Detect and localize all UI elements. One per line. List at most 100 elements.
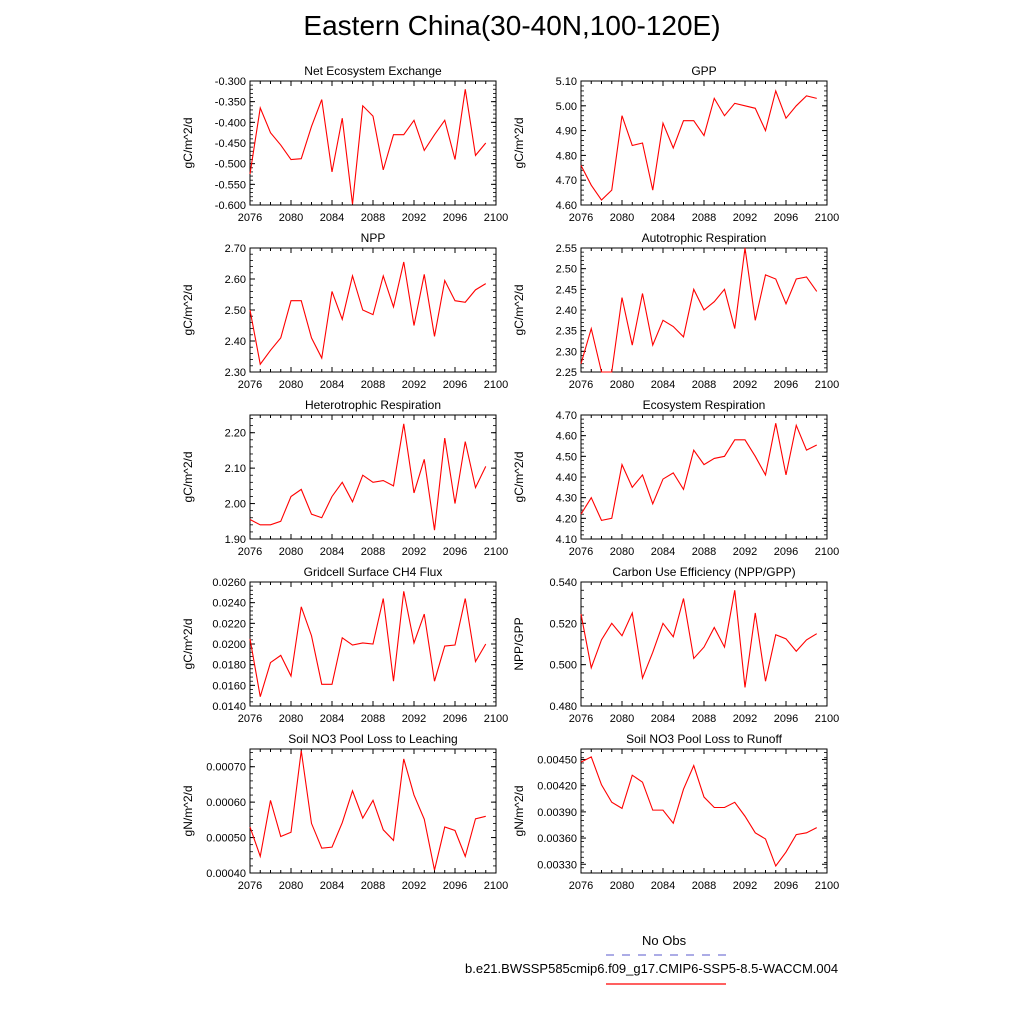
- x-tick-label: 2100: [484, 379, 508, 391]
- y-tick-label: 4.70: [556, 410, 577, 422]
- y-tick-label: 0.00060: [206, 797, 246, 809]
- y-tick-label: -0.350: [215, 97, 246, 109]
- y-tick-label: -0.450: [215, 138, 246, 150]
- y-tick-label: 2.20: [225, 428, 246, 440]
- y-tick-label: 2.40: [556, 305, 577, 317]
- x-tick-label: 2088: [361, 546, 385, 558]
- x-tick-label: 2076: [238, 880, 262, 892]
- x-tick-label: 2080: [610, 880, 634, 892]
- x-tick-label: 2092: [733, 379, 757, 391]
- plot-frame: [249, 247, 497, 373]
- y-tick-label: 2.35: [556, 326, 577, 338]
- x-tick-label: 2096: [774, 379, 798, 391]
- y-tick-label: 4.40: [556, 472, 577, 484]
- y-tick-label: 0.00390: [537, 807, 577, 819]
- y-tick-label: 4.70: [556, 175, 577, 187]
- y-tick-label: 0.00070: [206, 762, 246, 774]
- panel-9: Soil NO3 Pool Loss to Leaching gN/m^2/d 20…: [181, 732, 508, 892]
- x-tick-label: 2084: [320, 212, 344, 224]
- panel-10: Soil NO3 Pool Loss to Runoff gN/m^2/d 2076…: [512, 732, 839, 892]
- y-tick-label: 0.0240: [212, 598, 246, 610]
- y-tick-label: 0.480: [549, 701, 577, 713]
- x-tick-label: 2088: [361, 379, 385, 391]
- y-axis-label: gC/m^2/d: [181, 619, 195, 670]
- x-tick-label: 2096: [774, 546, 798, 558]
- x-tick-label: 2092: [402, 880, 426, 892]
- y-tick-label: 2.50: [556, 264, 577, 276]
- y-tick-label: 2.50: [225, 305, 246, 317]
- panel-title: GPP: [691, 64, 716, 78]
- panel-4: Autotrophic Respiration gC/m^2/d 2076 2080 2…: [512, 231, 839, 391]
- y-tick-label: -0.400: [215, 117, 246, 129]
- x-tick-label: 2088: [692, 546, 716, 558]
- plot-frame: [249, 748, 497, 874]
- x-tick-label: 2084: [651, 713, 675, 725]
- x-tick-label: 2076: [569, 546, 593, 558]
- y-tick-label: 2.00: [225, 499, 246, 511]
- y-axis-label: NPP/GPP: [512, 617, 526, 670]
- y-tick-label: 2.30: [225, 367, 246, 379]
- x-tick-label: 2092: [733, 713, 757, 725]
- x-tick-label: 2096: [443, 212, 467, 224]
- x-tick-label: 2084: [651, 546, 675, 558]
- x-tick-label: 2088: [692, 212, 716, 224]
- y-tick-label: 2.60: [225, 274, 246, 286]
- y-tick-label: 0.520: [549, 618, 577, 630]
- x-tick-label: 2096: [443, 379, 467, 391]
- plot-frame: [580, 748, 828, 874]
- figure-title: Eastern China(30-40N,100-120E): [303, 10, 721, 41]
- series-line: [249, 89, 487, 205]
- panel-6: Ecosystem Respiration gC/m^2/d 2076 2080 208…: [512, 398, 839, 558]
- y-tick-label: 0.00330: [537, 859, 577, 871]
- y-tick-label: 2.70: [225, 243, 246, 255]
- x-tick-label: 2096: [443, 880, 467, 892]
- panel-3: NPP gC/m^2/d 2076 2080 2084 2088 2092 2096 2100 2…: [181, 231, 508, 391]
- y-tick-label: 0.0260: [212, 577, 246, 589]
- y-tick-label: 4.50: [556, 451, 577, 463]
- panel-title: Carbon Use Efficiency (NPP/GPP): [612, 565, 795, 579]
- panel-title: Gridcell Surface CH4 Flux: [304, 565, 443, 579]
- y-tick-label: 4.90: [556, 126, 577, 138]
- y-tick-label: 0.0140: [212, 701, 246, 713]
- x-tick-label: 2096: [443, 546, 467, 558]
- x-tick-label: 2100: [815, 713, 839, 725]
- y-axis-label: gC/m^2/d: [512, 452, 526, 503]
- x-tick-label: 2100: [815, 880, 839, 892]
- y-tick-label: 0.00050: [206, 833, 246, 845]
- panel-1: Net Ecosystem Exchange gC/m^2/d 2076 2080 20…: [181, 64, 508, 224]
- panel-title: Soil NO3 Pool Loss to Runoff: [626, 732, 783, 746]
- x-tick-label: 2096: [443, 713, 467, 725]
- x-tick-label: 2076: [238, 212, 262, 224]
- y-axis-label: gC/m^2/d: [181, 452, 195, 503]
- x-tick-label: 2080: [279, 379, 303, 391]
- panel-title: Net Ecosystem Exchange: [304, 64, 442, 78]
- series-line: [580, 590, 818, 688]
- y-tick-label: 4.60: [556, 200, 577, 212]
- x-tick-label: 2096: [774, 212, 798, 224]
- y-tick-label: 5.00: [556, 101, 577, 113]
- y-tick-label: 0.540: [549, 577, 577, 589]
- y-tick-label: 2.25: [556, 367, 577, 379]
- x-tick-label: 2076: [569, 880, 593, 892]
- y-tick-label: 0.00040: [206, 868, 246, 880]
- x-tick-label: 2080: [279, 880, 303, 892]
- y-tick-label: 5.10: [556, 76, 577, 88]
- y-tick-label: -0.600: [215, 200, 246, 212]
- x-tick-label: 2092: [733, 546, 757, 558]
- y-axis-label: gC/m^2/d: [181, 285, 195, 336]
- x-tick-label: 2100: [815, 379, 839, 391]
- x-tick-label: 2076: [238, 379, 262, 391]
- x-tick-label: 2080: [279, 546, 303, 558]
- y-tick-label: 2.45: [556, 284, 577, 296]
- panel-title: Ecosystem Respiration: [643, 398, 766, 412]
- x-tick-label: 2084: [320, 379, 344, 391]
- x-tick-label: 2100: [484, 880, 508, 892]
- series-line: [580, 756, 818, 868]
- x-tick-label: 2092: [733, 212, 757, 224]
- x-tick-label: 2080: [610, 379, 634, 391]
- y-axis-label: gN/m^2/d: [512, 786, 526, 837]
- x-tick-label: 2076: [238, 546, 262, 558]
- y-tick-label: 2.10: [225, 463, 246, 475]
- x-tick-label: 2084: [651, 880, 675, 892]
